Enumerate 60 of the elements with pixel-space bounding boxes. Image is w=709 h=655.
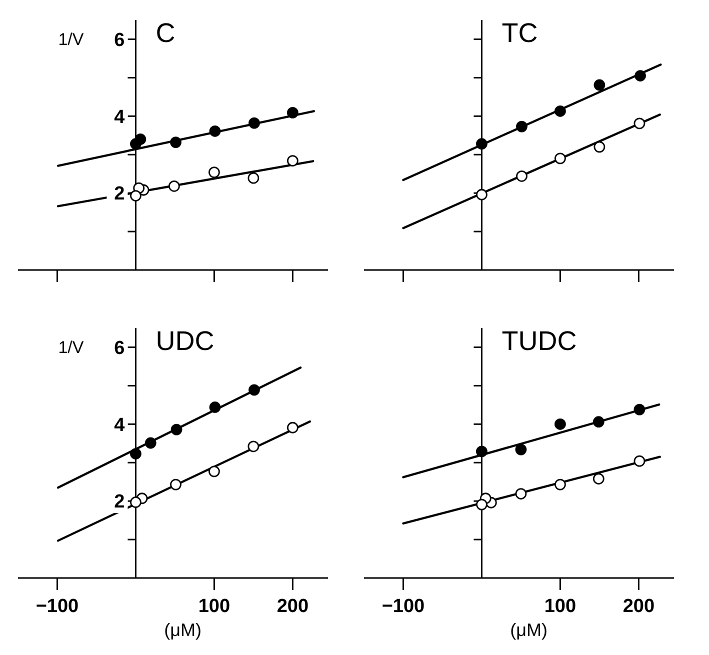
point — [476, 446, 488, 458]
x-tick-label: 100 — [544, 596, 576, 617]
point — [516, 170, 528, 182]
chart-title: UDC — [156, 326, 214, 356]
point — [594, 141, 606, 153]
chart-title: TC — [502, 18, 538, 48]
point — [170, 136, 182, 148]
point — [634, 118, 646, 130]
y-tick-label: 6 — [114, 30, 125, 51]
point — [286, 422, 298, 434]
x-tick-label: 200 — [622, 596, 655, 617]
point — [130, 448, 142, 460]
y-tick-label: 2 — [114, 492, 125, 513]
x-tick-label: 200 — [276, 596, 309, 617]
point — [248, 117, 260, 129]
chart-title: C — [156, 18, 176, 48]
x-tick-label: 100 — [198, 596, 230, 617]
x-tick-label: −100 — [36, 596, 79, 617]
point — [554, 105, 566, 117]
point — [476, 188, 488, 200]
point — [592, 416, 604, 428]
point — [515, 444, 527, 456]
point — [634, 455, 646, 467]
point — [554, 478, 566, 490]
y-axis-title: 1/V — [58, 30, 84, 50]
y-tick-label: 6 — [114, 338, 125, 359]
point — [130, 190, 142, 202]
point — [130, 138, 142, 150]
point — [130, 496, 142, 508]
point — [286, 155, 298, 166]
point — [592, 473, 604, 484]
point — [286, 106, 298, 118]
point — [634, 70, 646, 82]
point — [554, 152, 566, 164]
point — [208, 466, 220, 478]
point — [170, 424, 182, 436]
point — [515, 488, 527, 500]
point — [144, 437, 156, 449]
x-axis-title: (μM) — [164, 620, 202, 640]
point — [209, 402, 221, 413]
chart-title: TUDC — [502, 326, 577, 356]
point — [594, 79, 606, 91]
point — [209, 125, 221, 137]
point — [476, 498, 488, 510]
y-tick-label: 4 — [114, 414, 126, 436]
y-tick-label: 2 — [114, 184, 125, 205]
x-tick-label: −100 — [382, 596, 425, 617]
point — [208, 166, 220, 178]
point — [634, 404, 646, 416]
point — [248, 440, 260, 452]
point — [476, 138, 488, 150]
point — [516, 120, 528, 132]
point — [170, 478, 182, 490]
point — [554, 418, 566, 430]
y-axis-title: 1/V — [58, 338, 84, 358]
point — [168, 180, 180, 192]
point — [248, 384, 260, 396]
point — [248, 172, 260, 184]
x-axis-title: (μM) — [510, 620, 548, 640]
y-tick-label: 4 — [114, 106, 126, 128]
